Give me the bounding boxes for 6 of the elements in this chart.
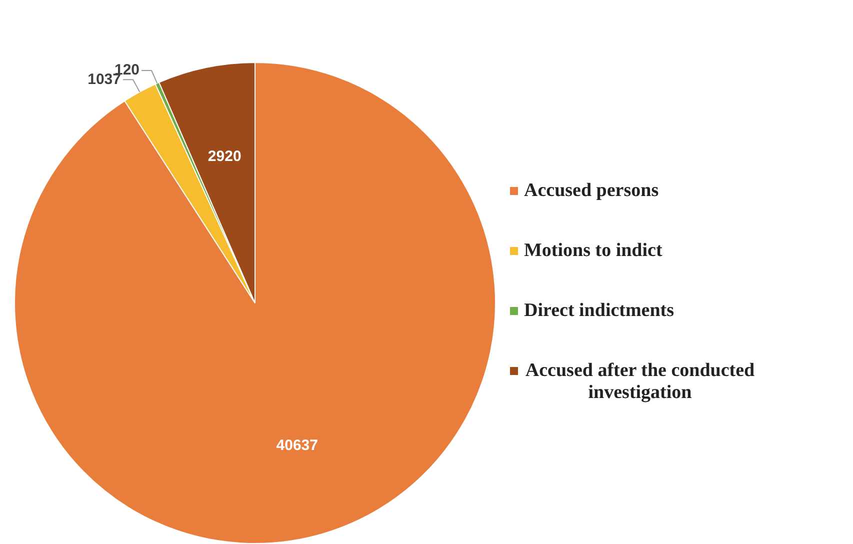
legend-label: Accused after the conducted investigation bbox=[524, 360, 756, 404]
data-label: 2920 bbox=[208, 148, 242, 166]
legend-label: Motions to indict bbox=[524, 240, 662, 262]
data-label: 40637 bbox=[276, 437, 318, 454]
legend-label: Accused persons bbox=[524, 180, 659, 202]
legend-label: Direct indictments bbox=[524, 300, 674, 322]
